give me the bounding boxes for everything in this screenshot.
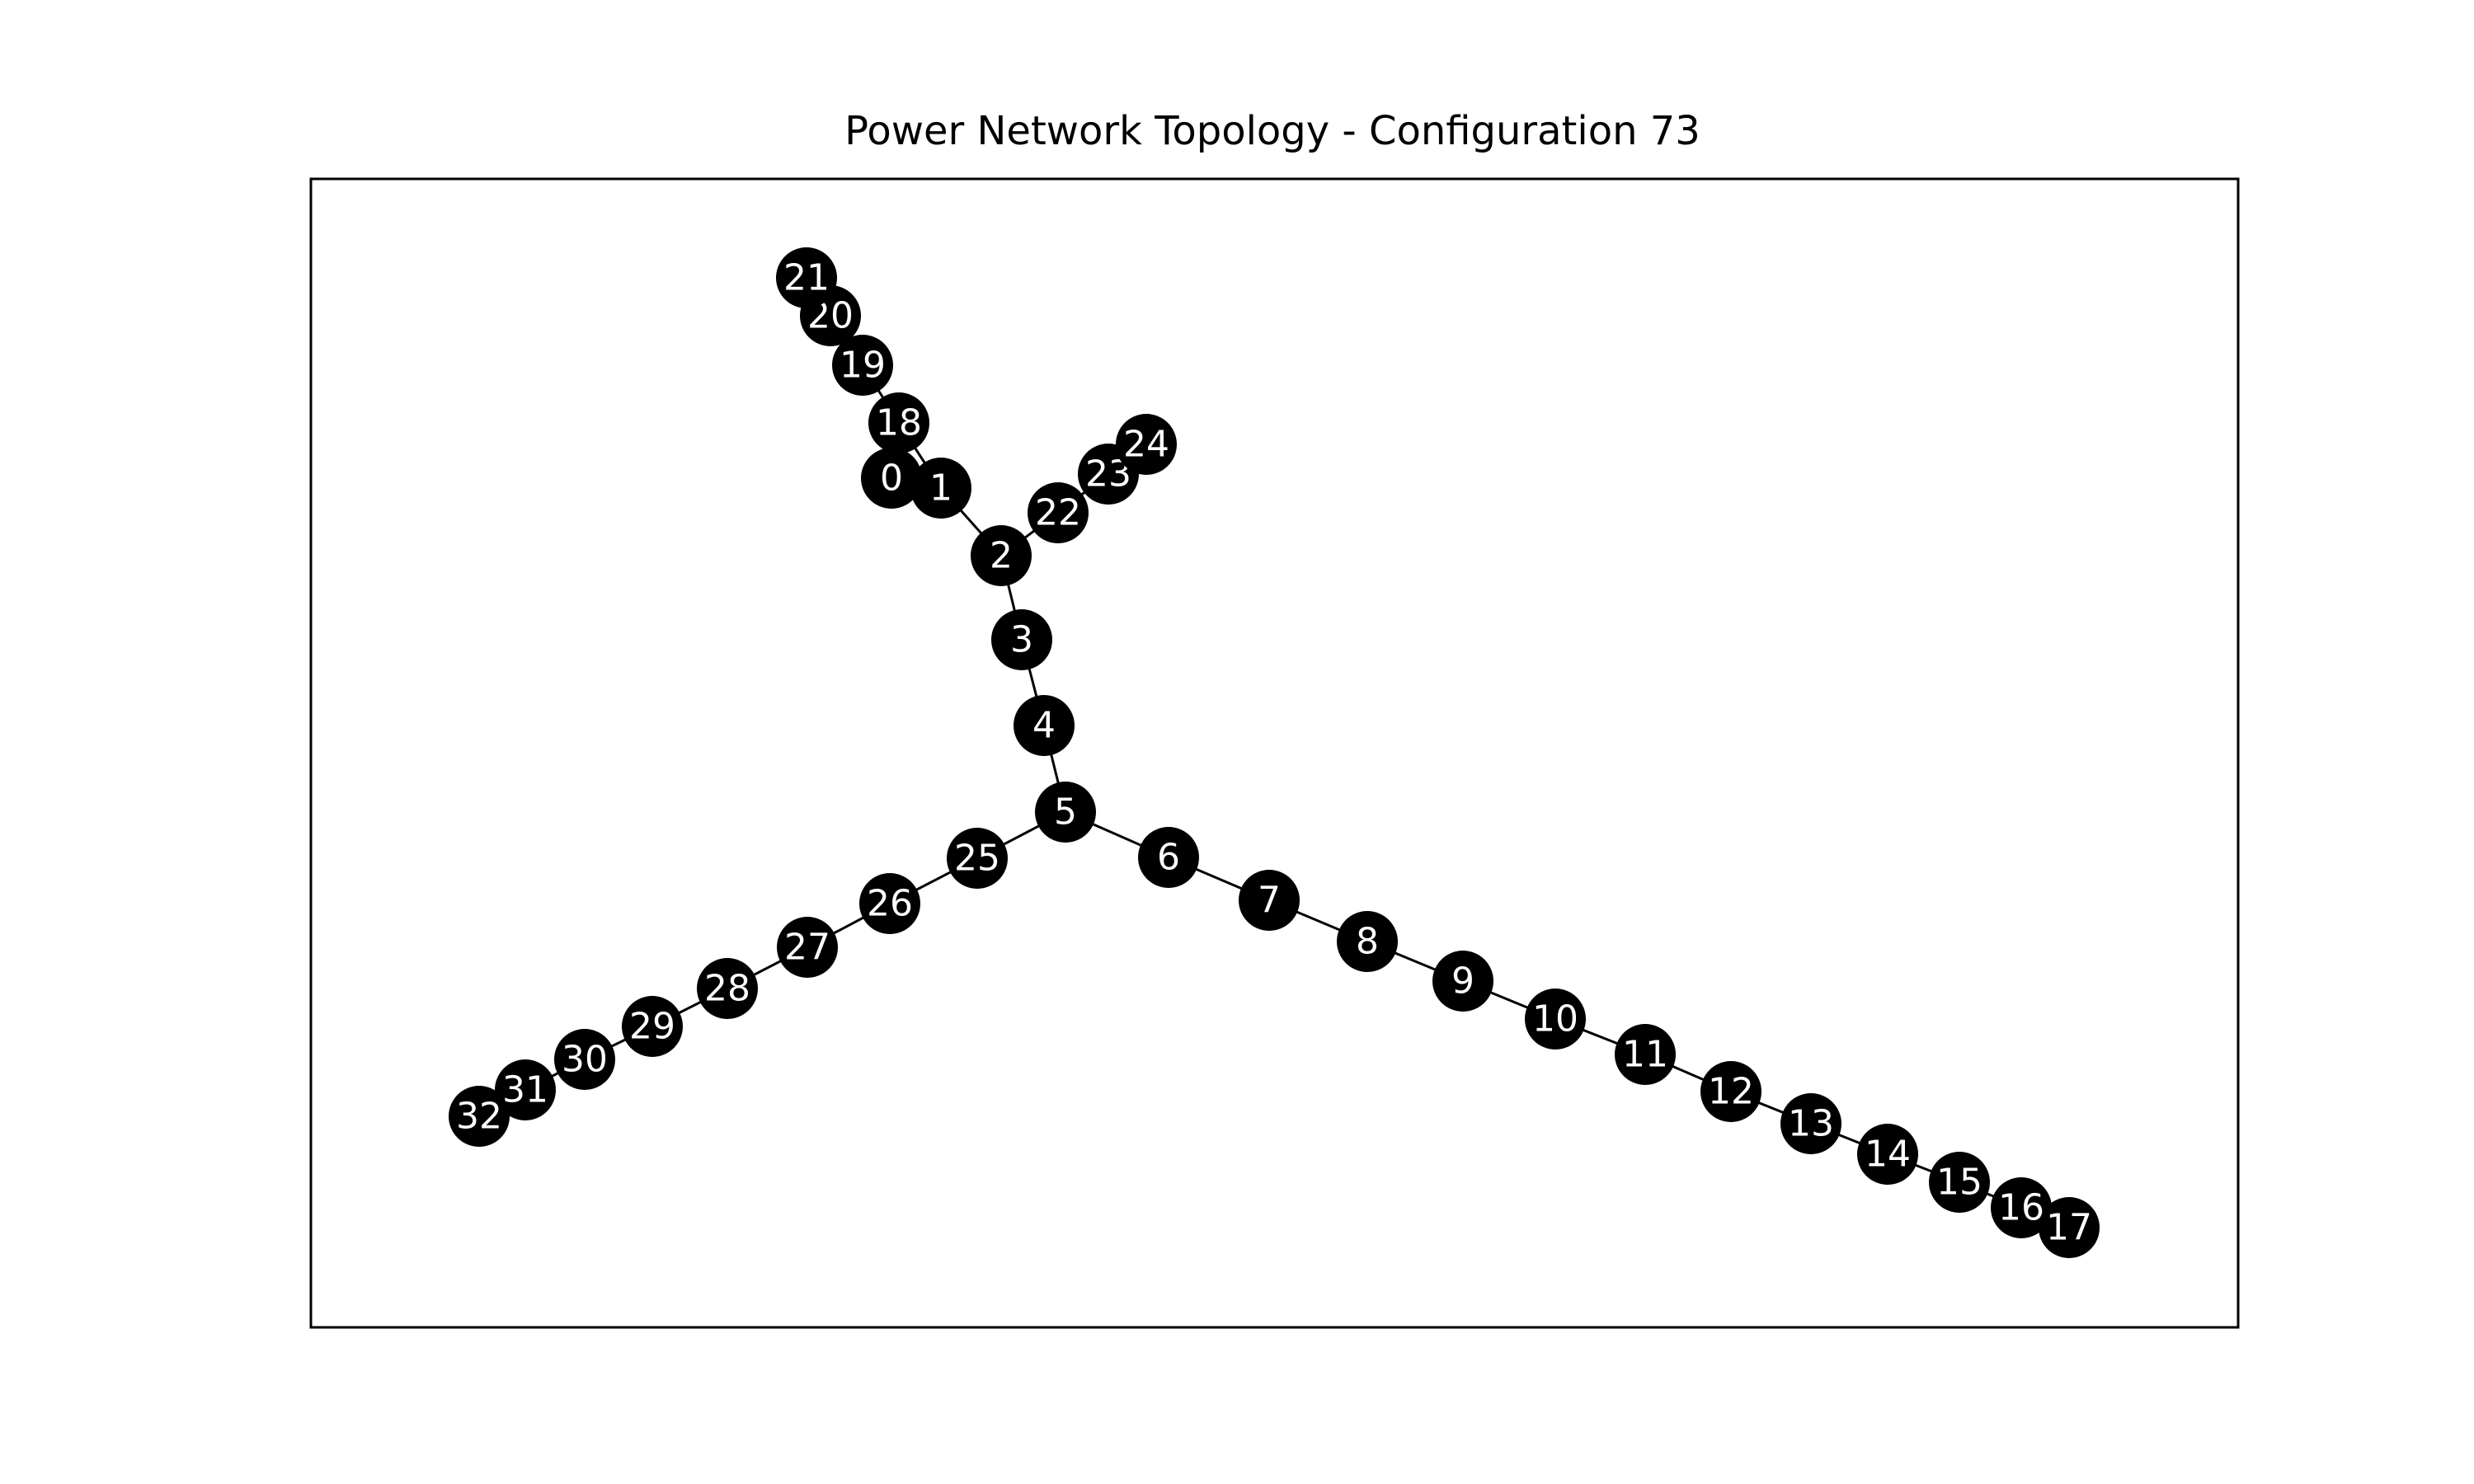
node-10: 10 bbox=[1525, 989, 1586, 1050]
node-label-11: 11 bbox=[1622, 1034, 1668, 1076]
node-label-0: 0 bbox=[880, 458, 903, 500]
node-circle-11 bbox=[1615, 1024, 1676, 1085]
node-circle-14 bbox=[1857, 1124, 1918, 1185]
node-label-10: 10 bbox=[1532, 998, 1578, 1040]
node-13: 13 bbox=[1780, 1093, 1841, 1154]
node-circle-5 bbox=[1035, 782, 1096, 843]
node-label-28: 28 bbox=[704, 968, 750, 1010]
node-circle-16 bbox=[1991, 1177, 2052, 1238]
node-2: 2 bbox=[971, 525, 1032, 586]
node-28: 28 bbox=[697, 958, 758, 1019]
node-16: 16 bbox=[1991, 1177, 2052, 1238]
node-circle-21 bbox=[776, 247, 837, 308]
node-circle-10 bbox=[1525, 989, 1586, 1050]
figure-title: Power Network Topology - Configuration 7… bbox=[844, 108, 1700, 154]
node-circle-27 bbox=[777, 917, 838, 978]
node-29: 29 bbox=[622, 996, 683, 1057]
node-30: 30 bbox=[554, 1029, 615, 1090]
node-17: 17 bbox=[2039, 1197, 2100, 1258]
node-circle-1 bbox=[910, 458, 971, 519]
node-circle-17 bbox=[2039, 1197, 2100, 1258]
node-15: 15 bbox=[1929, 1152, 1990, 1213]
node-circle-7 bbox=[1239, 870, 1300, 931]
node-6: 6 bbox=[1138, 827, 1199, 888]
node-12: 12 bbox=[1700, 1061, 1761, 1122]
node-label-19: 19 bbox=[840, 345, 886, 387]
node-label-18: 18 bbox=[876, 402, 922, 444]
node-circle-31 bbox=[495, 1059, 556, 1120]
node-5: 5 bbox=[1035, 782, 1096, 843]
node-label-32: 32 bbox=[456, 1096, 502, 1138]
node-3: 3 bbox=[991, 609, 1052, 670]
node-11: 11 bbox=[1615, 1024, 1676, 1085]
node-22: 22 bbox=[1028, 482, 1089, 543]
node-circle-22 bbox=[1028, 482, 1089, 543]
node-label-31: 31 bbox=[502, 1069, 548, 1111]
node-circle-15 bbox=[1929, 1152, 1990, 1213]
node-25: 25 bbox=[947, 828, 1008, 889]
node-circle-29 bbox=[622, 996, 683, 1057]
node-18: 18 bbox=[868, 392, 929, 453]
node-9: 9 bbox=[1432, 951, 1493, 1012]
node-label-14: 14 bbox=[1865, 1134, 1911, 1176]
plot-frame bbox=[309, 177, 2240, 1329]
node-19: 19 bbox=[832, 335, 893, 396]
node-label-1: 1 bbox=[929, 467, 952, 510]
node-circle-13 bbox=[1780, 1093, 1841, 1154]
node-label-25: 25 bbox=[954, 838, 1000, 880]
node-label-17: 17 bbox=[2046, 1207, 2092, 1249]
node-circle-24 bbox=[1116, 414, 1177, 475]
node-label-6: 6 bbox=[1157, 837, 1180, 879]
node-label-9: 9 bbox=[1451, 960, 1475, 1003]
node-circle-26 bbox=[859, 873, 920, 934]
node-27: 27 bbox=[777, 917, 838, 978]
node-0: 0 bbox=[861, 448, 922, 509]
node-23: 23 bbox=[1078, 444, 1139, 505]
node-label-24: 24 bbox=[1123, 424, 1169, 466]
node-label-3: 3 bbox=[1010, 619, 1033, 661]
node-label-15: 15 bbox=[1936, 1162, 1982, 1204]
node-circle-8 bbox=[1337, 911, 1398, 972]
node-circle-25 bbox=[947, 828, 1008, 889]
node-label-29: 29 bbox=[629, 1006, 675, 1048]
node-21: 21 bbox=[776, 247, 837, 308]
node-label-27: 27 bbox=[784, 927, 830, 969]
node-circle-9 bbox=[1432, 951, 1493, 1012]
node-label-4: 4 bbox=[1032, 705, 1056, 747]
node-circle-28 bbox=[697, 958, 758, 1019]
node-32: 32 bbox=[449, 1086, 510, 1147]
node-circle-12 bbox=[1700, 1061, 1761, 1122]
node-24: 24 bbox=[1116, 414, 1177, 475]
node-label-30: 30 bbox=[562, 1039, 608, 1081]
node-31: 31 bbox=[495, 1059, 556, 1120]
node-circle-6 bbox=[1138, 827, 1199, 888]
node-circle-32 bbox=[449, 1086, 510, 1147]
node-circle-19 bbox=[832, 335, 893, 396]
node-label-22: 22 bbox=[1035, 492, 1081, 534]
node-circle-3 bbox=[991, 609, 1052, 670]
node-circle-30 bbox=[554, 1029, 615, 1090]
node-8: 8 bbox=[1337, 911, 1398, 972]
node-circle-2 bbox=[971, 525, 1032, 586]
node-label-8: 8 bbox=[1356, 921, 1379, 963]
node-label-13: 13 bbox=[1788, 1103, 1834, 1145]
node-26: 26 bbox=[859, 873, 920, 934]
node-circle-4 bbox=[1014, 695, 1075, 756]
node-7: 7 bbox=[1239, 870, 1300, 931]
node-label-12: 12 bbox=[1708, 1071, 1754, 1113]
node-label-7: 7 bbox=[1258, 880, 1281, 922]
node-14: 14 bbox=[1857, 1124, 1918, 1185]
node-label-5: 5 bbox=[1054, 791, 1077, 834]
node-label-26: 26 bbox=[867, 883, 913, 925]
node-circle-0 bbox=[861, 448, 922, 509]
node-1: 1 bbox=[910, 458, 971, 519]
node-4: 4 bbox=[1014, 695, 1075, 756]
node-label-21: 21 bbox=[783, 257, 830, 299]
node-circle-18 bbox=[868, 392, 929, 453]
node-label-16: 16 bbox=[1998, 1187, 2044, 1229]
node-label-2: 2 bbox=[990, 535, 1013, 577]
